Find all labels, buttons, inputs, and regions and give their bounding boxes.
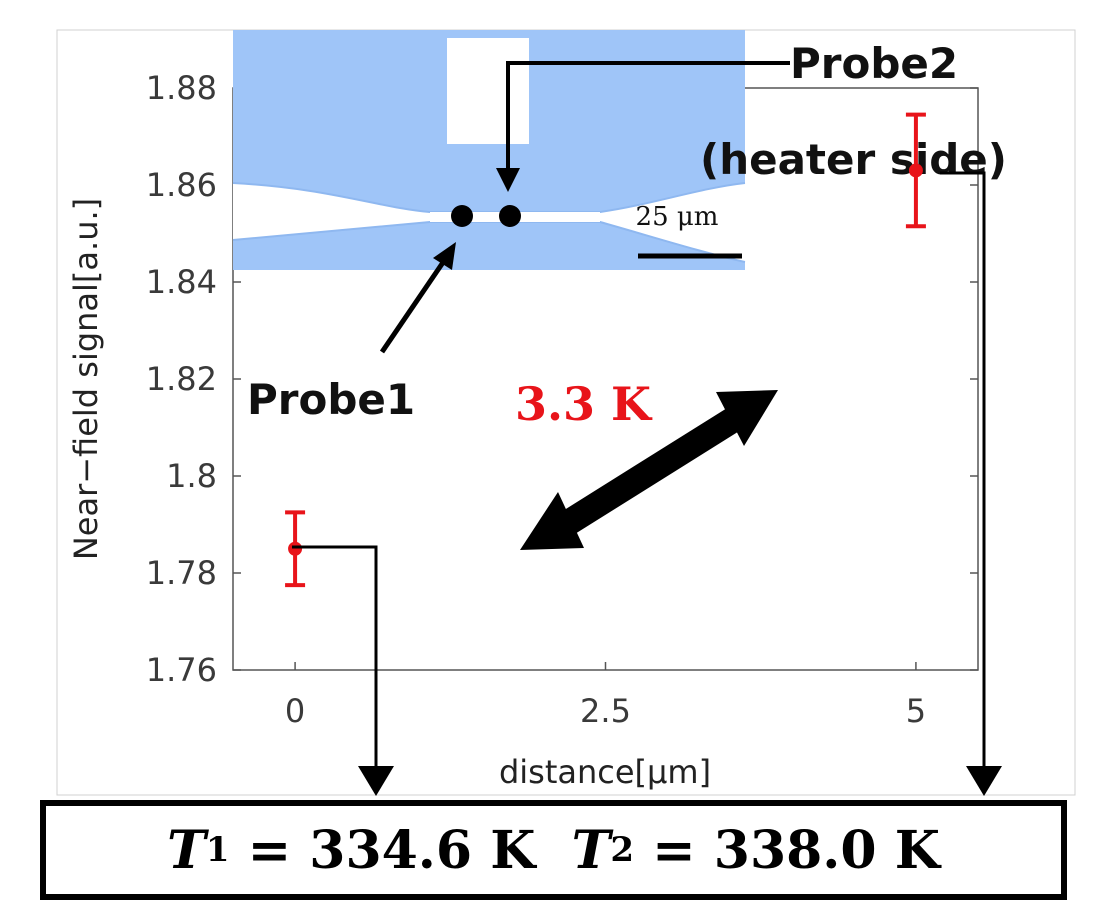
inset-micrograph: 25 μm (232, 30, 746, 270)
leader-t2 (940, 171, 1002, 796)
x-axis-title: distance[μm] (499, 753, 711, 791)
y-axis-title: Near−field signal[a.u.] (67, 198, 105, 560)
y-tick-label: 1.84 (146, 263, 217, 301)
y-tick-label: 1.76 (146, 651, 217, 689)
t1-symbol: T (167, 819, 206, 881)
y-tick-label: 1.82 (146, 360, 217, 398)
probe2-arrow (496, 61, 790, 192)
y-tick-label: 1.86 (146, 166, 217, 204)
scale-bar-label: 25 μm (636, 202, 719, 232)
x-axis-ticks: 0 2.5 5 (285, 662, 926, 730)
x-tick-label: 2.5 (580, 692, 631, 730)
probe1-dot (451, 205, 473, 227)
x-tick-label: 0 (285, 692, 305, 730)
t2-symbol: T (571, 819, 611, 881)
double-arrow (520, 390, 778, 550)
probe2-label: Probe2 (790, 39, 958, 88)
y-tick-label: 1.78 (146, 554, 217, 592)
data-point (908, 163, 923, 178)
data-series (285, 112, 926, 588)
y-tick-label: 1.88 (146, 69, 217, 107)
delta-label: 3.3 K (515, 377, 653, 431)
leader-t1 (292, 545, 394, 796)
inset-wire-gap (233, 183, 745, 262)
t1-value: = 334.6 K (229, 819, 572, 881)
t1-subscript: 1 (205, 830, 230, 870)
t2-subscript: 2 (610, 830, 634, 870)
t2-value: = 338.0 K (633, 819, 940, 881)
probe1-arrow (379, 242, 456, 354)
data-point (288, 541, 303, 556)
probe2-dot (499, 205, 521, 227)
probe2-label-sub: (heater side) (700, 135, 1007, 184)
probe1-label: Probe1 (247, 375, 415, 424)
y-tick-label: 1.8 (166, 457, 217, 495)
inset-heater-pad (447, 38, 529, 144)
y-axis-ticks: 1.76 1.78 1.8 1.82 1.84 1.86 1.88 (146, 69, 978, 689)
x-tick-label: 5 (906, 692, 926, 730)
